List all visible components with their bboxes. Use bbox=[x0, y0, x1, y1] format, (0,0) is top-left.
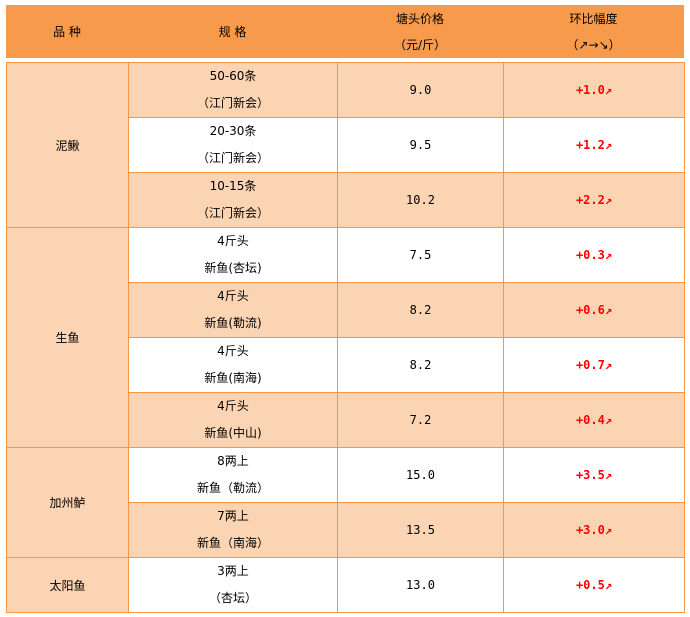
spec-cell: 8两上新鱼（勒流） bbox=[128, 447, 338, 503]
header-change: 环比幅度 （↗→↘） bbox=[503, 5, 684, 58]
spec-origin: （杏坛） bbox=[208, 591, 257, 605]
spec-origin: 新鱼(南海) bbox=[204, 371, 262, 385]
spec-origin: 新鱼(杏坛) bbox=[204, 261, 262, 275]
table-row: 泥鳅 50-60条 （江门新会） 9.0 +1.0↗ bbox=[6, 62, 685, 228]
spec-cell: 4斤头新鱼(南海) bbox=[128, 337, 338, 393]
spec-size: 4斤头 bbox=[217, 234, 249, 248]
spec-origin: （江门新会） bbox=[196, 206, 269, 220]
price-cell: 13.5 bbox=[337, 502, 504, 558]
price-cell: 8.2 bbox=[337, 282, 504, 338]
spec-cell: 4斤头新鱼(勒流) bbox=[128, 282, 338, 338]
spec-size: 3两上 bbox=[217, 564, 249, 578]
table-row: 4斤头 新鱼(中山) 7.2 +0.4↗ bbox=[7, 392, 685, 448]
table-row: 生鱼 4斤头 新鱼(杏坛) 7.5 +0.3↗ bbox=[6, 227, 685, 448]
spec-cell: 50-60条 （江门新会） bbox=[128, 62, 338, 118]
table-row: 10-15条 （江门新会） 10.2 +2.2↗ bbox=[7, 172, 685, 228]
spec-size: 4斤头 bbox=[217, 344, 249, 358]
spec-origin: （江门新会） bbox=[196, 96, 269, 110]
table-row: 加州鲈 8两上 新鱼（勒流） 15.0 +3.5↗ bbox=[6, 447, 685, 558]
variety-cell: 太阳鱼 bbox=[6, 557, 129, 613]
header-spec: 规 格 bbox=[128, 5, 337, 58]
table-row: 4斤头 新鱼(南海) 8.2 +0.7↗ bbox=[7, 337, 685, 393]
price-cell: 9.5 bbox=[337, 117, 504, 173]
variety-cell: 生鱼 bbox=[6, 227, 129, 448]
price-cell: 9.0 bbox=[337, 62, 504, 118]
spec-origin: 新鱼(中山) bbox=[204, 426, 262, 440]
spec-cell: 20-30条 （江门新会） bbox=[128, 117, 338, 173]
table-row: 4斤头 新鱼(勒流) 8.2 +0.6↗ bbox=[7, 282, 685, 338]
spec-size: 50-60条 bbox=[209, 69, 257, 83]
spec-size: 7两上 bbox=[217, 509, 249, 523]
change-cell: +3.5↗ bbox=[503, 447, 685, 503]
spec-cell: 3两上 （杏坛） bbox=[128, 557, 338, 613]
spec-size: 10-15条 bbox=[209, 179, 257, 193]
header-variety-label: 品 种 bbox=[53, 24, 81, 39]
change-cell: +1.0↗ bbox=[503, 62, 685, 118]
spec-cell: 4斤头新鱼(中山) bbox=[128, 392, 338, 448]
price-cell: 10.2 bbox=[337, 172, 504, 228]
variety-cell: 加州鲈 bbox=[6, 447, 129, 558]
change-cell: +1.2↗ bbox=[503, 117, 685, 173]
change-cell: +0.7↗ bbox=[503, 337, 685, 393]
price-table: 泥鳅 50-60条 （江门新会） 9.0 +1.0↗ 20-30条 （江门新会） 9.5 +1.… bbox=[6, 62, 685, 613]
header-variety: 品 种 bbox=[6, 5, 128, 58]
spec-size: 4斤头 bbox=[217, 289, 249, 303]
spec-origin: （江门新会） bbox=[196, 151, 269, 165]
spec-size: 4斤头 bbox=[217, 399, 249, 413]
price-cell: 8.2 bbox=[337, 337, 504, 393]
change-cell: +0.3↗ bbox=[503, 227, 685, 283]
price-cell: 13.0 bbox=[337, 557, 504, 613]
change-cell: +2.2↗ bbox=[503, 172, 685, 228]
spec-size: 20-30条 bbox=[209, 124, 257, 138]
spec-cell: 7两上新鱼（南海） bbox=[128, 502, 338, 558]
header-change-label: 环比幅度 bbox=[569, 11, 618, 26]
header-change-legend: （↗→↘） bbox=[566, 37, 621, 52]
header-price-label: 塘头价格 bbox=[395, 11, 444, 26]
table-row: 20-30条 （江门新会） 9.5 +1.2↗ bbox=[7, 117, 685, 173]
change-cell: +0.5↗ bbox=[503, 557, 685, 613]
spec-cell: 4斤头新鱼(杏坛) bbox=[128, 227, 338, 283]
variety-cell: 泥鳅 bbox=[6, 62, 129, 228]
change-cell: +3.0↗ bbox=[503, 502, 685, 558]
price-cell: 15.0 bbox=[337, 447, 504, 503]
table-header: 品 种 规 格 塘头价格 （元/斤） 环比幅度 （↗→↘） bbox=[6, 5, 684, 58]
change-cell: +0.4↗ bbox=[503, 392, 685, 448]
table-row: 7两上 新鱼（南海） 13.5 +3.0↗ bbox=[7, 502, 685, 558]
spec-origin: 新鱼（勒流） bbox=[196, 481, 269, 495]
header-price-unit: （元/斤） bbox=[393, 37, 447, 52]
change-cell: +0.6↗ bbox=[503, 282, 685, 338]
price-cell: 7.2 bbox=[337, 392, 504, 448]
header-price: 塘头价格 （元/斤） bbox=[337, 5, 503, 58]
price-cell: 7.5 bbox=[337, 227, 504, 283]
spec-size: 8两上 bbox=[217, 454, 249, 468]
spec-origin: 新鱼(勒流) bbox=[204, 316, 262, 330]
spec-origin: 新鱼（南海） bbox=[196, 536, 269, 550]
header-spec-label: 规 格 bbox=[218, 24, 247, 39]
table-row: 太阳鱼 3两上 （杏坛） 13.0 +0.5↗ bbox=[6, 557, 685, 613]
spec-cell: 10-15条 （江门新会） bbox=[128, 172, 338, 228]
